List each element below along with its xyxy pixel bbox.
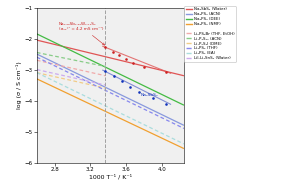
Point (142, 66, 146, 69)
Point (111, 50, 116, 53)
Point (151, 97, 155, 100)
Point (128, 85, 133, 88)
Point (131, 61, 135, 64)
Legend: Na₃SbS₄ (Water), Na₃PS₄ (ACN), Na₃PS₄ (DEE), Na₃PS₄ (NMF), , Li₆PS₅Br (THF, EtOH: Na₃SbS₄ (Water), Na₃PS₄ (ACN), Na₃PS₄ (D… (184, 6, 236, 62)
Point (103, 46, 108, 49)
Point (164, 70, 168, 74)
Point (137, 90, 142, 93)
Y-axis label: log (σ / S cm⁻¹): log (σ / S cm⁻¹) (16, 61, 22, 109)
Point (164, 102, 168, 105)
Point (103, 70, 108, 73)
Text: Na₃SbS₄: Na₃SbS₄ (140, 93, 158, 97)
X-axis label: 1000 T⁻¹ / K⁻¹: 1000 T⁻¹ / K⁻¹ (89, 174, 132, 179)
Text: Na₂.₈₈Sb₀.₈₈W₀.₁₂S₄
(σ₂₅°ᶜ = 4.2 mS cm⁻¹): Na₂.₈₈Sb₀.₈₈W₀.₁₂S₄ (σ₂₅°ᶜ = 4.2 mS cm⁻¹… (59, 22, 105, 45)
Point (117, 53, 121, 56)
Point (112, 74, 117, 77)
Point (124, 57, 128, 60)
Point (120, 80, 125, 83)
